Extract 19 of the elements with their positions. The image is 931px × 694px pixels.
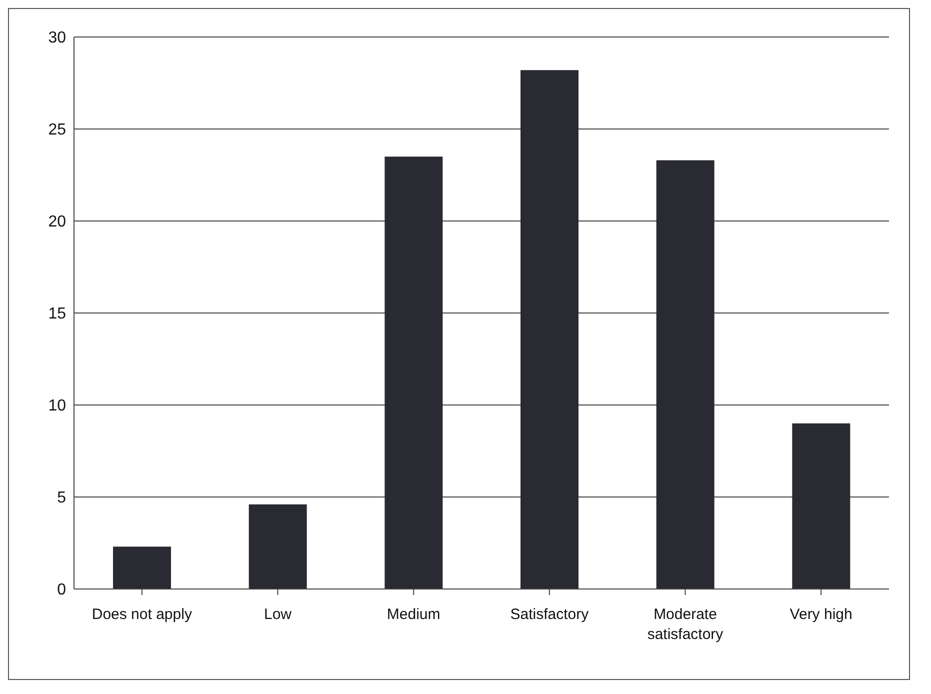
x-tick-label: Does not apply bbox=[92, 606, 192, 623]
bar bbox=[792, 423, 850, 589]
x-tick-label: Satisfactory bbox=[510, 606, 590, 623]
y-tick-label: 15 bbox=[48, 306, 66, 323]
y-tick-label: 10 bbox=[48, 398, 66, 415]
x-tick-label: Very high bbox=[790, 606, 852, 623]
bar bbox=[384, 156, 443, 589]
y-tick-label: 25 bbox=[48, 122, 66, 139]
y-tick-label: 0 bbox=[57, 582, 66, 599]
y-tick-label: 30 bbox=[48, 30, 66, 47]
y-tick-label: 5 bbox=[57, 490, 66, 507]
bar bbox=[113, 546, 171, 589]
x-tick-label: Low bbox=[264, 606, 292, 623]
bar bbox=[520, 70, 578, 589]
bar bbox=[248, 504, 307, 589]
bar bbox=[656, 160, 714, 589]
y-tick-label: 20 bbox=[48, 214, 66, 231]
x-tick-label: Medium bbox=[386, 606, 440, 623]
x-tick-label: Moderate satisfactory bbox=[647, 606, 724, 643]
